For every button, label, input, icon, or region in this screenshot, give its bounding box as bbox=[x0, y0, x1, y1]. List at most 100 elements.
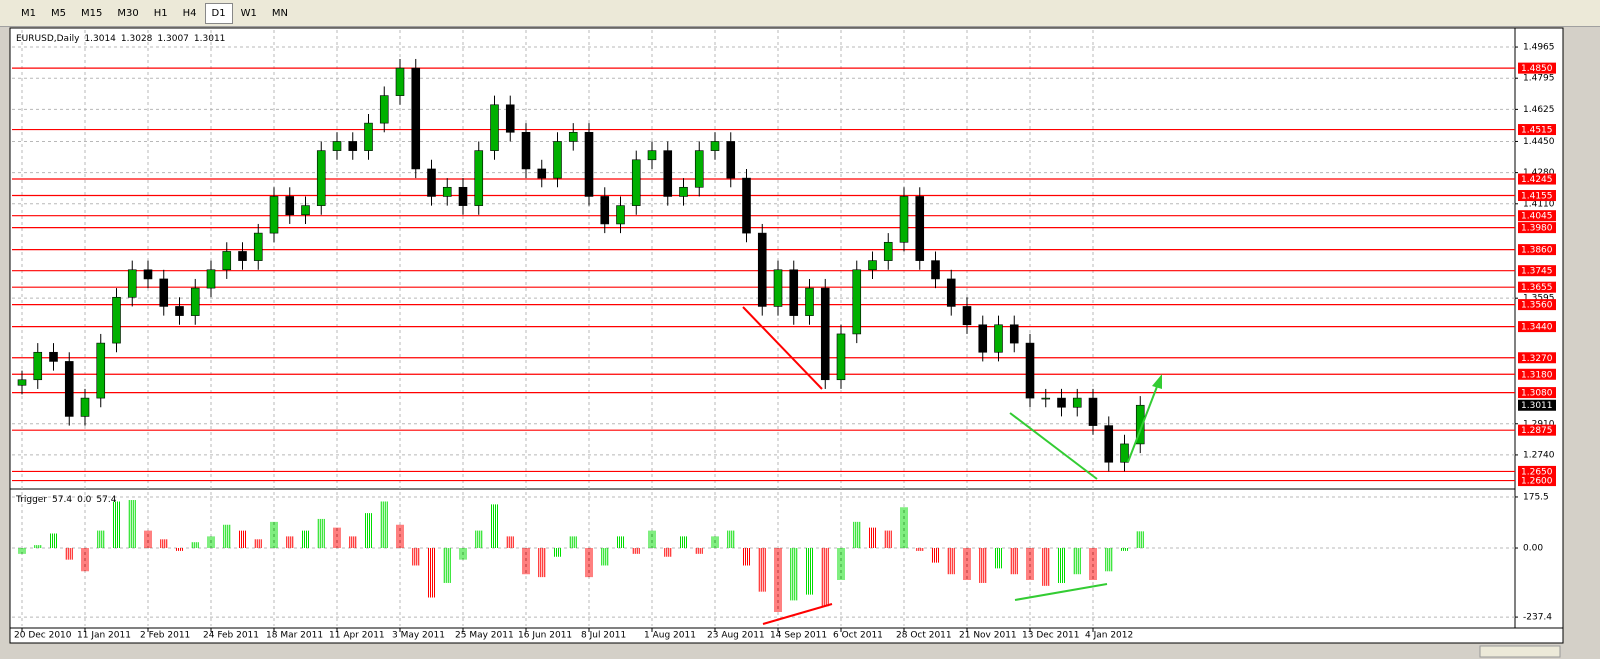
candle-body bbox=[49, 351, 58, 362]
candle-body bbox=[679, 186, 688, 197]
level-label: 1.2600 bbox=[1521, 477, 1553, 487]
candle-body bbox=[332, 141, 342, 151]
header-quote: 1.3007 bbox=[157, 34, 189, 44]
level-label-box bbox=[1518, 368, 1556, 380]
timeframe-button[interactable]: D1 bbox=[204, 2, 233, 24]
header-quote: 1.3011 bbox=[194, 34, 226, 44]
panel-header: EURUSD,Daily 1.3014 1.3028 1.3007 1.3011 bbox=[16, 34, 225, 44]
scroll-thumb[interactable] bbox=[1479, 645, 1561, 658]
level-label: 1.3980 bbox=[1521, 224, 1553, 234]
level-label: 1.4850 bbox=[1521, 64, 1553, 74]
candle-body bbox=[553, 141, 562, 179]
y-tick-label: 1.4965 bbox=[1523, 43, 1555, 53]
timeframe-button[interactable]: M5 bbox=[51, 7, 66, 19]
x-tick-label: 8 Jul 2011 bbox=[581, 631, 626, 641]
candle-body bbox=[899, 196, 909, 243]
panel-header: Trigger 57.4 0.0 57.4 bbox=[15, 495, 117, 505]
candle-body bbox=[474, 150, 484, 206]
timeframe-button[interactable]: MN bbox=[271, 7, 288, 19]
timeframe-button[interactable]: W1 bbox=[240, 7, 257, 19]
x-tick-label: 20 Dec 2010 bbox=[14, 631, 72, 641]
candle-body bbox=[1025, 342, 1035, 399]
chart-frame bbox=[9, 27, 1564, 644]
x-tick-label: 1 Aug 2011 bbox=[644, 631, 696, 641]
candle-body bbox=[364, 122, 373, 151]
level-label-box bbox=[1518, 352, 1556, 364]
candle-body bbox=[915, 196, 925, 261]
candle-body bbox=[1135, 404, 1145, 445]
candle-body bbox=[742, 177, 751, 234]
x-tick-label: 2 Feb 2011 bbox=[140, 631, 190, 641]
candle-body bbox=[505, 104, 515, 133]
candle-body bbox=[1057, 397, 1066, 408]
candle-body bbox=[159, 278, 169, 307]
candle-body bbox=[663, 150, 673, 197]
divergence-line bbox=[1014, 583, 1108, 601]
level-label-box bbox=[1518, 424, 1556, 436]
level-label: 1.4155 bbox=[1521, 192, 1553, 202]
candle-body bbox=[868, 260, 877, 271]
level-label: 1.2875 bbox=[1521, 426, 1553, 436]
divergence-line bbox=[762, 603, 833, 625]
candle-body bbox=[962, 306, 972, 326]
y-tick-label: 0.00 bbox=[1523, 544, 1543, 554]
x-tick-label: 21 Nov 2011 bbox=[959, 631, 1017, 641]
level-label-box bbox=[1518, 265, 1556, 277]
candle-body bbox=[379, 95, 389, 124]
timeframe-button[interactable]: M30 bbox=[117, 7, 139, 19]
candle-body bbox=[805, 287, 814, 316]
candle-body bbox=[175, 306, 184, 316]
timeframe-button[interactable]: M1 bbox=[21, 7, 36, 19]
level-label-box bbox=[1518, 190, 1556, 202]
level-label-box bbox=[1518, 465, 1556, 477]
trend-line bbox=[1009, 412, 1098, 480]
candle-body bbox=[285, 196, 295, 216]
candle-body bbox=[301, 205, 310, 216]
candle-body bbox=[978, 324, 988, 353]
scrollbar[interactable] bbox=[0, 644, 1600, 659]
candle-body bbox=[80, 397, 90, 417]
x-tick-label: 23 Aug 2011 bbox=[707, 631, 765, 641]
x-tick-label: 4 Jan 2012 bbox=[1085, 631, 1133, 641]
candle-body bbox=[600, 196, 610, 225]
candle-body bbox=[1009, 324, 1019, 344]
level-label: 1.3080 bbox=[1521, 389, 1553, 399]
candle-body bbox=[820, 287, 830, 381]
candle-body bbox=[253, 232, 263, 261]
candle-body bbox=[836, 333, 846, 381]
y-tick-label: 1.3595 bbox=[1523, 294, 1555, 304]
candle-body bbox=[537, 168, 547, 179]
timeframe-button[interactable]: H4 bbox=[182, 7, 197, 19]
candle-body bbox=[206, 269, 216, 289]
level-label: 1.4245 bbox=[1521, 175, 1553, 185]
candle-body bbox=[411, 67, 421, 170]
candle-body bbox=[773, 269, 783, 307]
candle-body bbox=[269, 196, 279, 234]
arrow-line bbox=[1127, 383, 1159, 463]
y-tick-label: 175.5 bbox=[1523, 492, 1549, 502]
level-label-box bbox=[1518, 210, 1556, 222]
level-label: 1.4045 bbox=[1521, 212, 1553, 222]
x-tick-label: 16 Jun 2011 bbox=[518, 631, 572, 641]
x-tick-label: 25 May 2011 bbox=[455, 631, 514, 641]
x-tick-label: 18 Mar 2011 bbox=[266, 631, 323, 641]
level-label: 1.4515 bbox=[1521, 126, 1553, 136]
candle-body bbox=[1120, 443, 1129, 463]
y-tick-label: 1.4625 bbox=[1523, 105, 1555, 115]
indicator-panel: 175.5 0.00 -237.4 Trigger 57.4 0.0 57.4 bbox=[12, 492, 1552, 623]
x-tick-label: 11 Apr 2011 bbox=[329, 631, 385, 641]
last-price-label: 1.3011 bbox=[1521, 401, 1553, 411]
candle-body bbox=[112, 296, 121, 344]
level-label: 1.3180 bbox=[1521, 370, 1553, 380]
level-label: 1.3440 bbox=[1521, 323, 1553, 333]
level-label-box bbox=[1518, 321, 1556, 333]
level-label-box bbox=[1518, 62, 1556, 74]
y-tick-label: 1.4110 bbox=[1523, 199, 1555, 209]
candle-body bbox=[348, 141, 358, 151]
candle-body bbox=[1041, 397, 1051, 400]
timeframe-button[interactable]: H1 bbox=[153, 7, 168, 19]
timeframe-button[interactable]: M15 bbox=[81, 7, 103, 19]
candle-body bbox=[427, 168, 436, 197]
